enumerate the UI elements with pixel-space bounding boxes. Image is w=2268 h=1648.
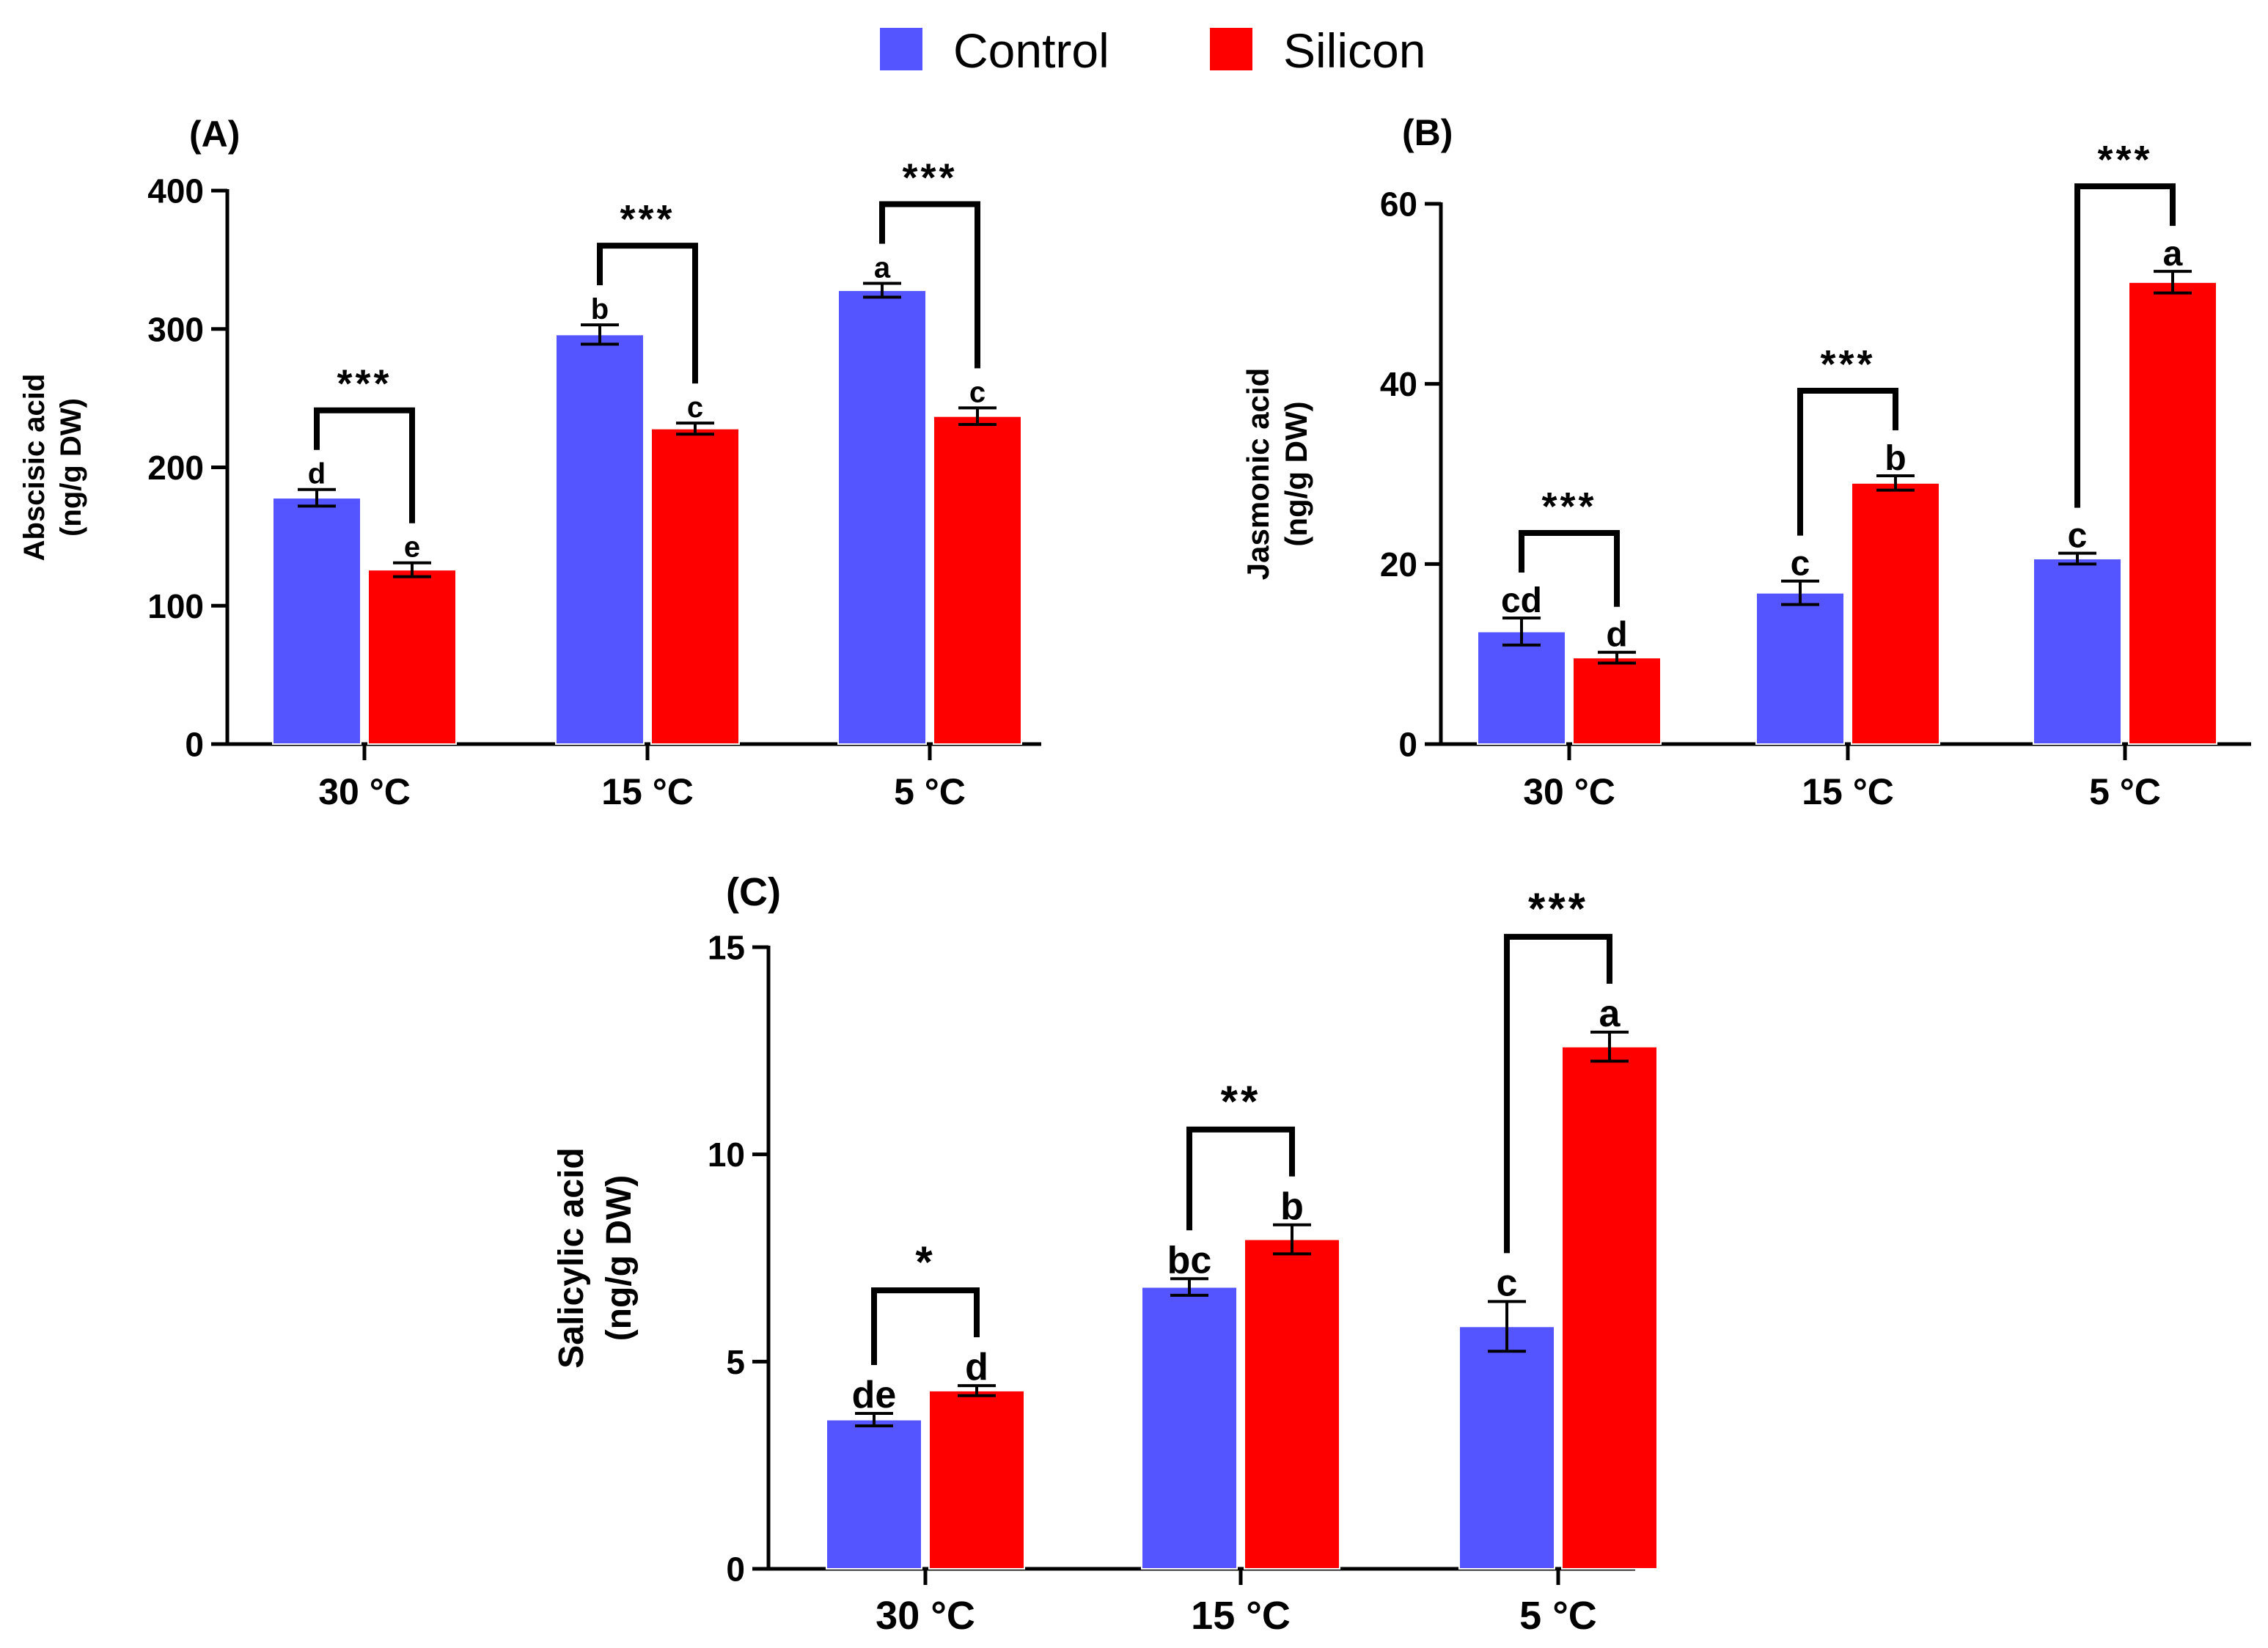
significance-letter: c xyxy=(687,391,703,424)
significance-bracket xyxy=(597,243,698,384)
significance-letter: cd xyxy=(1501,581,1542,620)
legend-swatch-control xyxy=(880,28,922,70)
significance-stars: *** xyxy=(620,197,675,241)
y-tick-label: 0 xyxy=(185,726,204,764)
panel-label: (C) xyxy=(726,870,781,914)
bar-silicon xyxy=(1572,657,1662,746)
bar-silicon xyxy=(2128,281,2217,745)
significance-letter: c xyxy=(969,376,986,408)
significance-letter: c xyxy=(1791,545,1810,584)
legend: Control Silicon xyxy=(880,23,1425,78)
y-axis-title-units: (ng/g DW) xyxy=(55,398,87,537)
bar-silicon xyxy=(1851,482,1940,745)
x-category-label: 15 °C xyxy=(601,771,694,812)
y-tick-label: 200 xyxy=(147,449,204,487)
significance-letter: a xyxy=(1599,993,1621,1035)
panel-a-abscisic-acid-chart: (A) Abscisic acid (ng/g DW) 0 100 200 300 400 30… xyxy=(18,114,1041,812)
significance-letter: c xyxy=(1497,1262,1518,1304)
x-category-label: 5 °C xyxy=(2089,771,2161,812)
panel-label: (B) xyxy=(1402,112,1453,153)
y-tick-label: 5 xyxy=(726,1343,745,1381)
x-category-label: 30 °C xyxy=(318,771,411,812)
x-category-label: 5 °C xyxy=(1519,1594,1597,1638)
bar-silicon xyxy=(928,1389,1025,1570)
legend-swatch-silicon xyxy=(1210,28,1252,70)
y-tick-label: 20 xyxy=(1380,545,1417,584)
y-axis-title: Jasmonic acid xyxy=(1241,368,1275,580)
y-tick-label: 60 xyxy=(1380,185,1417,224)
significance-stars: *** xyxy=(902,155,957,199)
bar-control xyxy=(555,334,645,745)
significance-bracket xyxy=(1797,387,1898,536)
significance-letter: b xyxy=(1280,1185,1304,1228)
y-axis-title: Salicylic acid xyxy=(552,1147,591,1369)
significance-letter: c xyxy=(2068,517,2088,556)
y-tick-label: 0 xyxy=(1398,726,1417,764)
y-axis-title-units: (ng/g DW) xyxy=(1279,401,1313,546)
y-tick-label: 40 xyxy=(1380,365,1417,403)
bar-control xyxy=(2033,557,2122,745)
bar-silicon xyxy=(1244,1238,1340,1570)
bar-silicon xyxy=(367,569,457,745)
x-category-label: 5 °C xyxy=(894,771,966,812)
significance-stars: ** xyxy=(1221,1077,1261,1126)
significance-letter: d xyxy=(965,1346,988,1388)
bar-silicon xyxy=(650,427,740,746)
significance-bracket xyxy=(871,1287,980,1365)
y-tick-label: 10 xyxy=(708,1136,745,1174)
significance-bracket xyxy=(1504,933,1612,1254)
y-tick-label: 0 xyxy=(726,1550,745,1589)
significance-letter: a xyxy=(2163,235,2183,273)
significance-bracket xyxy=(314,407,415,523)
legend-label-silicon: Silicon xyxy=(1283,23,1425,78)
bar-control xyxy=(1141,1286,1238,1570)
significance-letter: e xyxy=(404,531,420,564)
significance-bracket xyxy=(1186,1126,1295,1231)
y-tick-label: 300 xyxy=(147,310,204,348)
significance-letter: de xyxy=(852,1374,897,1416)
bar-control xyxy=(1458,1325,1555,1570)
bar-silicon xyxy=(933,415,1022,745)
bar-control xyxy=(272,497,362,746)
bar-control xyxy=(1477,630,1566,745)
significance-stars: *** xyxy=(1541,485,1596,529)
bar-silicon xyxy=(1561,1045,1658,1570)
significance-letter: b xyxy=(1885,439,1906,478)
y-tick-label: 15 xyxy=(708,929,745,967)
significance-bracket xyxy=(1519,530,1620,607)
y-axis-title-units: (ng/g DW) xyxy=(600,1175,639,1342)
x-category-label: 15 °C xyxy=(1802,771,1894,812)
panel-b-jasmonic-acid-chart: (B) Jasmonic acid (ng/g DW) 0 20 40 60 30 °C cd d… xyxy=(1241,112,2251,812)
panel-label: (A) xyxy=(189,114,240,155)
bar-control xyxy=(826,1419,922,1570)
significance-letter: d xyxy=(308,458,326,490)
significance-letter: a xyxy=(874,251,891,284)
significance-letter: bc xyxy=(1167,1239,1212,1281)
significance-letter: b xyxy=(591,293,609,325)
significance-bracket xyxy=(879,201,980,369)
y-tick-label: 400 xyxy=(147,172,204,210)
legend-label-control: Control xyxy=(953,23,1109,78)
significance-stars: *** xyxy=(1820,342,1875,386)
y-axis-title: Abscisic acid xyxy=(18,374,51,562)
bar-control xyxy=(1755,592,1845,746)
significance-letter: d xyxy=(1606,616,1627,655)
significance-stars: * xyxy=(915,1237,935,1287)
significance-stars: *** xyxy=(337,362,392,406)
significance-stars: *** xyxy=(2097,138,2152,182)
significance-stars: *** xyxy=(1528,884,1588,933)
x-category-label: 30 °C xyxy=(876,1594,975,1638)
significance-bracket xyxy=(2074,183,2176,508)
bar-control xyxy=(837,289,927,745)
panel-c-salicylic-acid-chart: (C) Salicylic acid (ng/g DW) 0 5 10 15 30 °C de d… xyxy=(552,870,1658,1638)
x-category-label: 30 °C xyxy=(1523,771,1615,812)
y-tick-label: 100 xyxy=(147,587,204,625)
x-category-label: 15 °C xyxy=(1191,1594,1291,1638)
